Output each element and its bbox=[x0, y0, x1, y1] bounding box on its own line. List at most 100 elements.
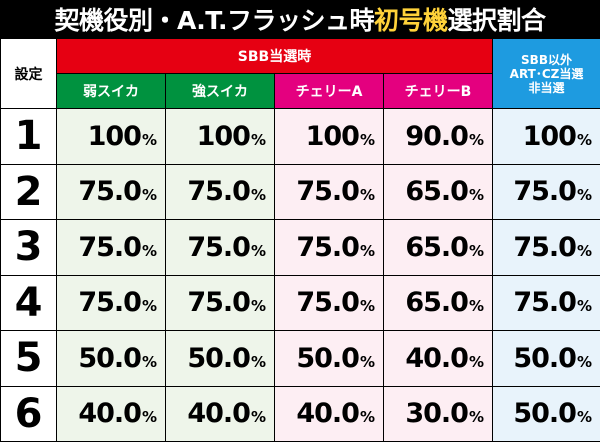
percent-unit: % bbox=[469, 186, 484, 204]
rate-value: 100 bbox=[523, 121, 576, 152]
other-header-line-2: ART･CZ当選 bbox=[493, 67, 600, 81]
rate-value: 65.0 bbox=[405, 287, 468, 318]
rate-value: 40.0 bbox=[78, 398, 141, 429]
title-prefix: 契機役別・A.T.フラッシュ時 bbox=[54, 6, 374, 35]
percent-unit: % bbox=[360, 408, 375, 426]
rate-value: 75.0 bbox=[78, 176, 141, 207]
setting-number: 5 bbox=[1, 331, 57, 387]
percent-unit: % bbox=[251, 186, 266, 204]
percent-unit: % bbox=[469, 353, 484, 371]
rate-cell-weak-watermelon: 50.0% bbox=[57, 331, 166, 387]
setting-number: 3 bbox=[1, 220, 57, 276]
setting-number: 6 bbox=[1, 386, 57, 442]
setting-header: 設定 bbox=[1, 39, 57, 109]
percent-unit: % bbox=[577, 353, 592, 371]
percent-unit: % bbox=[142, 353, 157, 371]
rate-value: 75.0 bbox=[513, 287, 576, 318]
rate-cell-strong-watermelon: 50.0% bbox=[166, 331, 275, 387]
rate-value: 75.0 bbox=[513, 232, 576, 263]
rate-value: 50.0 bbox=[513, 343, 576, 374]
rate-cell-strong-watermelon: 40.0% bbox=[166, 386, 275, 442]
percent-unit: % bbox=[360, 131, 375, 149]
rate-cell-strong-watermelon: 75.0% bbox=[166, 275, 275, 331]
percent-unit: % bbox=[251, 353, 266, 371]
rate-cell-weak-watermelon: 40.0% bbox=[57, 386, 166, 442]
percent-unit: % bbox=[142, 242, 157, 260]
rate-value: 40.0 bbox=[405, 343, 468, 374]
rate-value: 40.0 bbox=[296, 398, 359, 429]
rate-cell-weak-watermelon: 75.0% bbox=[57, 220, 166, 276]
percent-unit: % bbox=[577, 131, 592, 149]
col-header-weak-watermelon: 弱スイカ bbox=[57, 74, 166, 109]
percent-unit: % bbox=[142, 131, 157, 149]
rate-value: 50.0 bbox=[78, 343, 141, 374]
setting-number: 2 bbox=[1, 164, 57, 220]
percent-unit: % bbox=[142, 297, 157, 315]
sbb-win-header: SBB当選時 bbox=[57, 39, 493, 74]
rate-value: 75.0 bbox=[187, 287, 250, 318]
rate-value: 40.0 bbox=[187, 398, 250, 429]
setting-number: 1 bbox=[1, 109, 57, 165]
rate-value: 75.0 bbox=[513, 176, 576, 207]
rate-cell-weak-watermelon: 75.0% bbox=[57, 164, 166, 220]
rate-value: 75.0 bbox=[296, 176, 359, 207]
title-highlight: 初号機 bbox=[374, 6, 448, 35]
percent-unit: % bbox=[469, 131, 484, 149]
rate-cell-cherry-a: 75.0% bbox=[275, 164, 384, 220]
rate-cell-cherry-b: 30.0% bbox=[384, 386, 493, 442]
percent-unit: % bbox=[360, 297, 375, 315]
rate-value: 65.0 bbox=[405, 232, 468, 263]
rate-value: 75.0 bbox=[296, 287, 359, 318]
percent-unit: % bbox=[469, 297, 484, 315]
percent-unit: % bbox=[469, 408, 484, 426]
rate-value: 65.0 bbox=[405, 176, 468, 207]
other-header-line-1: SBB以外 bbox=[493, 53, 600, 67]
percent-unit: % bbox=[469, 242, 484, 260]
rate-cell-cherry-b: 40.0% bbox=[384, 331, 493, 387]
percent-unit: % bbox=[251, 131, 266, 149]
title-suffix: 選択割合 bbox=[448, 6, 546, 35]
rate-cell-cherry-a: 75.0% bbox=[275, 220, 384, 276]
rate-cell-cherry-b: 65.0% bbox=[384, 275, 493, 331]
rate-value: 100 bbox=[88, 121, 141, 152]
rate-cell-other: 75.0% bbox=[493, 220, 600, 276]
percent-unit: % bbox=[577, 297, 592, 315]
other-header: SBB以外 ART･CZ当選 非当選 bbox=[493, 39, 600, 109]
rate-value: 75.0 bbox=[296, 232, 359, 263]
rate-value: 75.0 bbox=[78, 232, 141, 263]
rate-value: 75.0 bbox=[187, 176, 250, 207]
rate-value: 30.0 bbox=[405, 398, 468, 429]
percent-unit: % bbox=[360, 242, 375, 260]
rate-value: 50.0 bbox=[187, 343, 250, 374]
rate-cell-strong-watermelon: 100% bbox=[166, 109, 275, 165]
rate-cell-cherry-b: 65.0% bbox=[384, 164, 493, 220]
rate-value: 90.0 bbox=[405, 121, 468, 152]
rate-value: 75.0 bbox=[78, 287, 141, 318]
percent-unit: % bbox=[251, 408, 266, 426]
rate-value: 100 bbox=[197, 121, 250, 152]
rate-value: 75.0 bbox=[187, 232, 250, 263]
rate-cell-other: 100% bbox=[493, 109, 600, 165]
percent-unit: % bbox=[142, 408, 157, 426]
rate-value: 100 bbox=[306, 121, 359, 152]
col-header-cherry-a: チェリーA bbox=[275, 74, 384, 109]
rate-cell-cherry-a: 40.0% bbox=[275, 386, 384, 442]
rate-cell-weak-watermelon: 100% bbox=[57, 109, 166, 165]
col-header-strong-watermelon: 強スイカ bbox=[166, 74, 275, 109]
percent-unit: % bbox=[360, 186, 375, 204]
rate-value: 50.0 bbox=[296, 343, 359, 374]
percent-unit: % bbox=[251, 242, 266, 260]
title-bar: 契機役別・A.T.フラッシュ時初号機選択割合 bbox=[0, 0, 600, 38]
rate-cell-cherry-a: 100% bbox=[275, 109, 384, 165]
setting-number: 4 bbox=[1, 275, 57, 331]
rate-value: 50.0 bbox=[513, 398, 576, 429]
percent-unit: % bbox=[360, 353, 375, 371]
